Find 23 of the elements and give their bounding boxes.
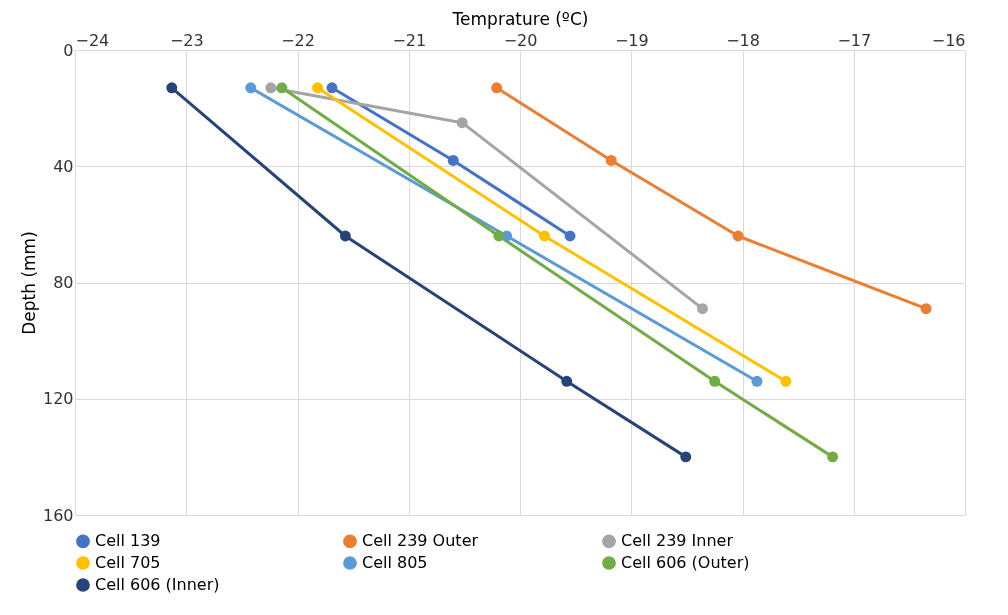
x-axis-title: Temprature (ºC) (451, 8, 589, 29)
y-tick-label: 120 (42, 389, 74, 409)
x-tick-label: −17 (837, 30, 872, 50)
x-tick-label: −16 (931, 30, 966, 50)
y-tick-label: 160 (42, 505, 74, 525)
y-tick-label: 80 (53, 273, 74, 292)
legend-label: Cell 606 (Outer) (621, 553, 750, 572)
y-tick-label: 0 (63, 40, 74, 60)
x-tick-label: −20 (503, 30, 538, 50)
legend-label: Cell 139 (95, 531, 161, 551)
x-tick-label: −18 (726, 30, 760, 50)
legend-label: Cell 606 (Inner) (95, 575, 220, 594)
x-tick-label: −24 (75, 30, 110, 50)
x-tick-label: −19 (614, 30, 649, 50)
legend-label: Cell 239 Outer (362, 531, 479, 551)
legend-label: Cell 805 (362, 553, 428, 572)
x-tick-label: −23 (169, 30, 204, 50)
y-tick-label: 40 (53, 156, 74, 176)
x-tick-label: −22 (281, 30, 315, 50)
legend-label: Cell 705 (95, 553, 161, 572)
legend-label: Cell 239 Inner (621, 531, 734, 551)
y-axis-title: Depth (mm) (18, 231, 39, 335)
x-tick-label: −21 (392, 30, 427, 50)
